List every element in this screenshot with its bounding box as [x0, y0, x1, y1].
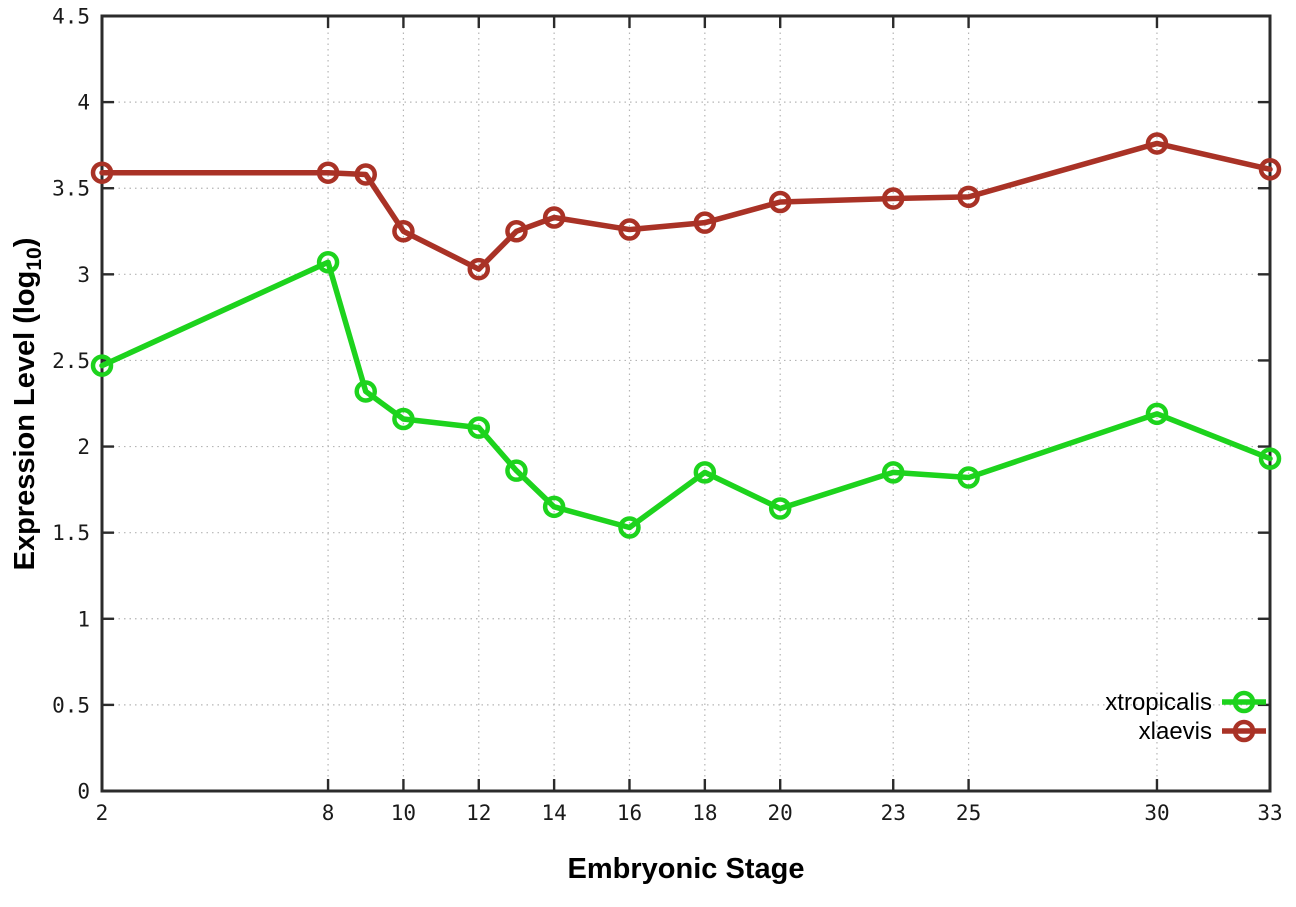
y-tick-label: 0.5 — [52, 693, 90, 717]
x-tick-label: 30 — [1144, 801, 1169, 825]
series-point-xtropicalis — [90, 354, 114, 377]
series-point-xtropicalis — [354, 380, 377, 403]
series-point-xlaevis — [392, 220, 415, 243]
x-tick-label: 18 — [692, 801, 717, 825]
x-tick-label: 2 — [96, 801, 109, 825]
y-tick-label: 0 — [77, 780, 90, 804]
series-point-xlaevis — [618, 218, 641, 241]
series-point-xlaevis — [881, 187, 905, 210]
series-point-xlaevis — [505, 220, 528, 243]
y-tick-label: 1.5 — [52, 521, 90, 545]
x-axis-title: Embryonic Stage — [568, 853, 805, 885]
x-tick-label: 10 — [391, 801, 416, 825]
x-tick-label: 12 — [466, 801, 491, 825]
series-point-xtropicalis — [467, 416, 491, 439]
series-point-xtropicalis — [505, 459, 528, 482]
series-point-xlaevis — [542, 206, 566, 229]
y-tick-label: 2.5 — [52, 349, 90, 373]
series-point-xtropicalis — [693, 461, 717, 484]
series-line-xlaevis — [99, 140, 1273, 272]
x-tick-label: 16 — [617, 801, 642, 825]
series-point-xtropicalis — [957, 466, 980, 489]
series-point-xlaevis — [316, 161, 340, 184]
legend-label-xlaevis: xlaevis — [1139, 718, 1212, 745]
series-point-xtropicalis — [1258, 447, 1282, 470]
legend-sample-marker-xtropicalis — [1232, 690, 1256, 714]
legend-label-xtropicalis: xtropicalis — [1105, 689, 1212, 716]
series-point-xtropicalis — [618, 516, 641, 539]
x-tick-label: 23 — [881, 801, 906, 825]
series-point-xlaevis — [90, 161, 114, 184]
y-tick-label: 4 — [77, 91, 90, 115]
series-point-xlaevis — [1145, 132, 1169, 155]
series-point-xtropicalis — [768, 497, 792, 520]
series-point-xlaevis — [768, 190, 792, 214]
series-point-xtropicalis — [392, 407, 415, 431]
series-point-xlaevis — [693, 211, 717, 234]
y-tick-label: 3.5 — [52, 177, 90, 201]
y-axis-title: Expression Level (log10) — [9, 238, 46, 571]
series-point-xlaevis — [354, 163, 377, 186]
x-tick-label: 20 — [768, 801, 793, 825]
plot-border — [100, 14, 1272, 793]
series-point-xtropicalis — [316, 251, 340, 274]
series-point-xtropicalis — [542, 495, 566, 519]
y-tick-label: 4.5 — [52, 5, 90, 29]
legend-sample-marker-xlaevis — [1232, 719, 1256, 743]
x-tick-label: 25 — [956, 801, 981, 825]
series-point-xlaevis — [957, 185, 980, 209]
series-point-xlaevis — [467, 257, 491, 281]
y-tick-label: 2 — [77, 435, 90, 459]
x-tick-label: 33 — [1257, 801, 1282, 825]
series-point-xtropicalis — [881, 461, 905, 484]
x-tick-label: 14 — [541, 801, 566, 825]
y-tick-label: 3 — [77, 263, 90, 287]
series-point-xtropicalis — [1145, 402, 1169, 426]
series-line-xtropicalis — [99, 259, 1273, 531]
x-tick-label: 8 — [322, 801, 335, 825]
series-point-xlaevis — [1258, 158, 1282, 181]
y-tick-label: 1 — [77, 607, 90, 631]
plot-area: 0 0.5 1 1.5 2 2.5 3 3.5 4 4.5 2 8 10 12 14 16 18 20 23 25 30… — [52, 5, 1283, 826]
